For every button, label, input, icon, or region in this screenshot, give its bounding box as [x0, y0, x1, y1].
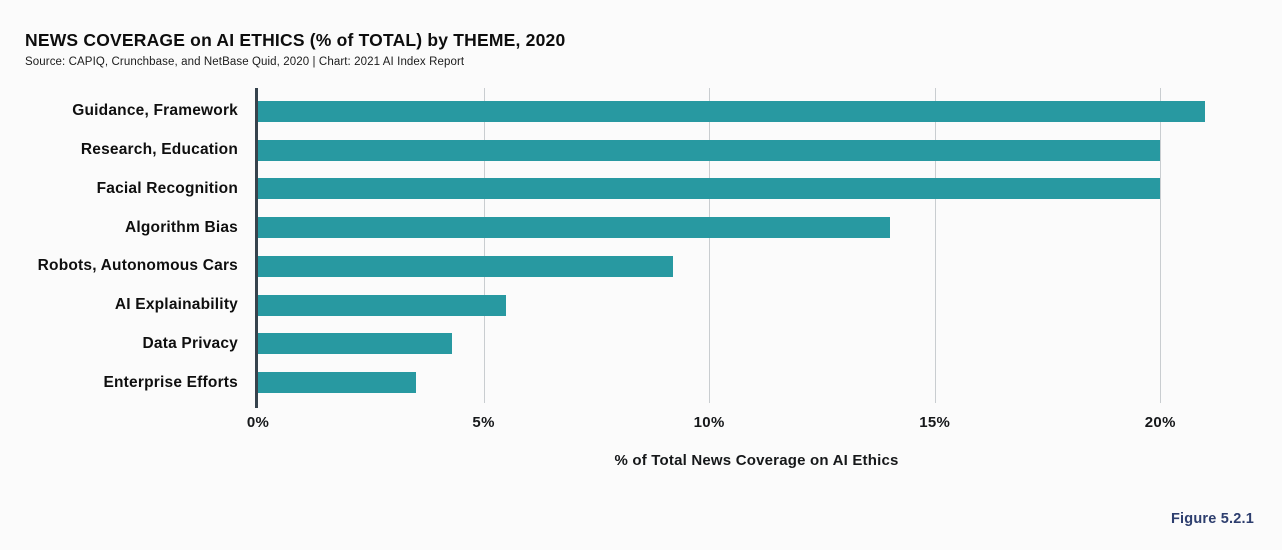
- bar-row: [258, 208, 1255, 247]
- category-label: AI Explainability: [114, 296, 238, 314]
- x-axis-ticks: 0% 5% 10% 15% 20%: [247, 414, 1255, 436]
- bar: [258, 178, 1161, 200]
- gridline-10%: [709, 88, 711, 403]
- category-label: Research, Education: [80, 141, 238, 159]
- figure-number-label: Figure 5.2.1: [1171, 511, 1254, 527]
- bar-row: [258, 286, 1255, 325]
- chart-title: NEWS COVERAGE on AI ETHICS (% of TOTAL) …: [25, 30, 566, 50]
- bar: [258, 217, 890, 239]
- gridline-5%: [483, 88, 485, 403]
- bar-row: [258, 363, 1255, 402]
- category-label: Enterprise Efforts: [103, 373, 238, 391]
- bar: [258, 255, 674, 277]
- category-label: Data Privacy: [142, 334, 238, 352]
- gridline-15%: [934, 88, 936, 403]
- x-tick-label: 15%: [919, 414, 951, 431]
- category-axis: Guidance, Framework Research, Education Fa…: [0, 92, 248, 402]
- bar: [258, 372, 416, 394]
- bar: [258, 294, 507, 316]
- bar: [258, 333, 452, 355]
- category-label: Robots, Autonomous Cars: [37, 257, 238, 275]
- bar-row: [258, 92, 1255, 131]
- gridline-20%: [1160, 88, 1162, 403]
- bar: [258, 139, 1161, 161]
- x-tick-label: 0%: [246, 414, 270, 431]
- bar-row: [258, 131, 1255, 170]
- x-tick-label: 20%: [1144, 414, 1176, 431]
- bar-row: [258, 325, 1255, 364]
- bar-row: [258, 247, 1255, 286]
- chart-source-note: Source: CAPIQ, Crunchbase, and NetBase Q…: [25, 56, 465, 68]
- x-tick-label: 5%: [472, 414, 495, 431]
- category-label: Facial Recognition: [96, 179, 238, 197]
- y-axis-line: [255, 88, 258, 408]
- bar-series: [258, 92, 1255, 402]
- plot-area: [258, 88, 1255, 408]
- x-tick-label: 10%: [693, 414, 725, 431]
- x-axis-title: % of Total News Coverage on AI Ethics: [614, 452, 899, 469]
- category-label: Guidance, Framework: [72, 102, 238, 120]
- bar: [258, 100, 1206, 122]
- category-label: Algorithm Bias: [124, 218, 238, 236]
- bar-row: [258, 170, 1255, 209]
